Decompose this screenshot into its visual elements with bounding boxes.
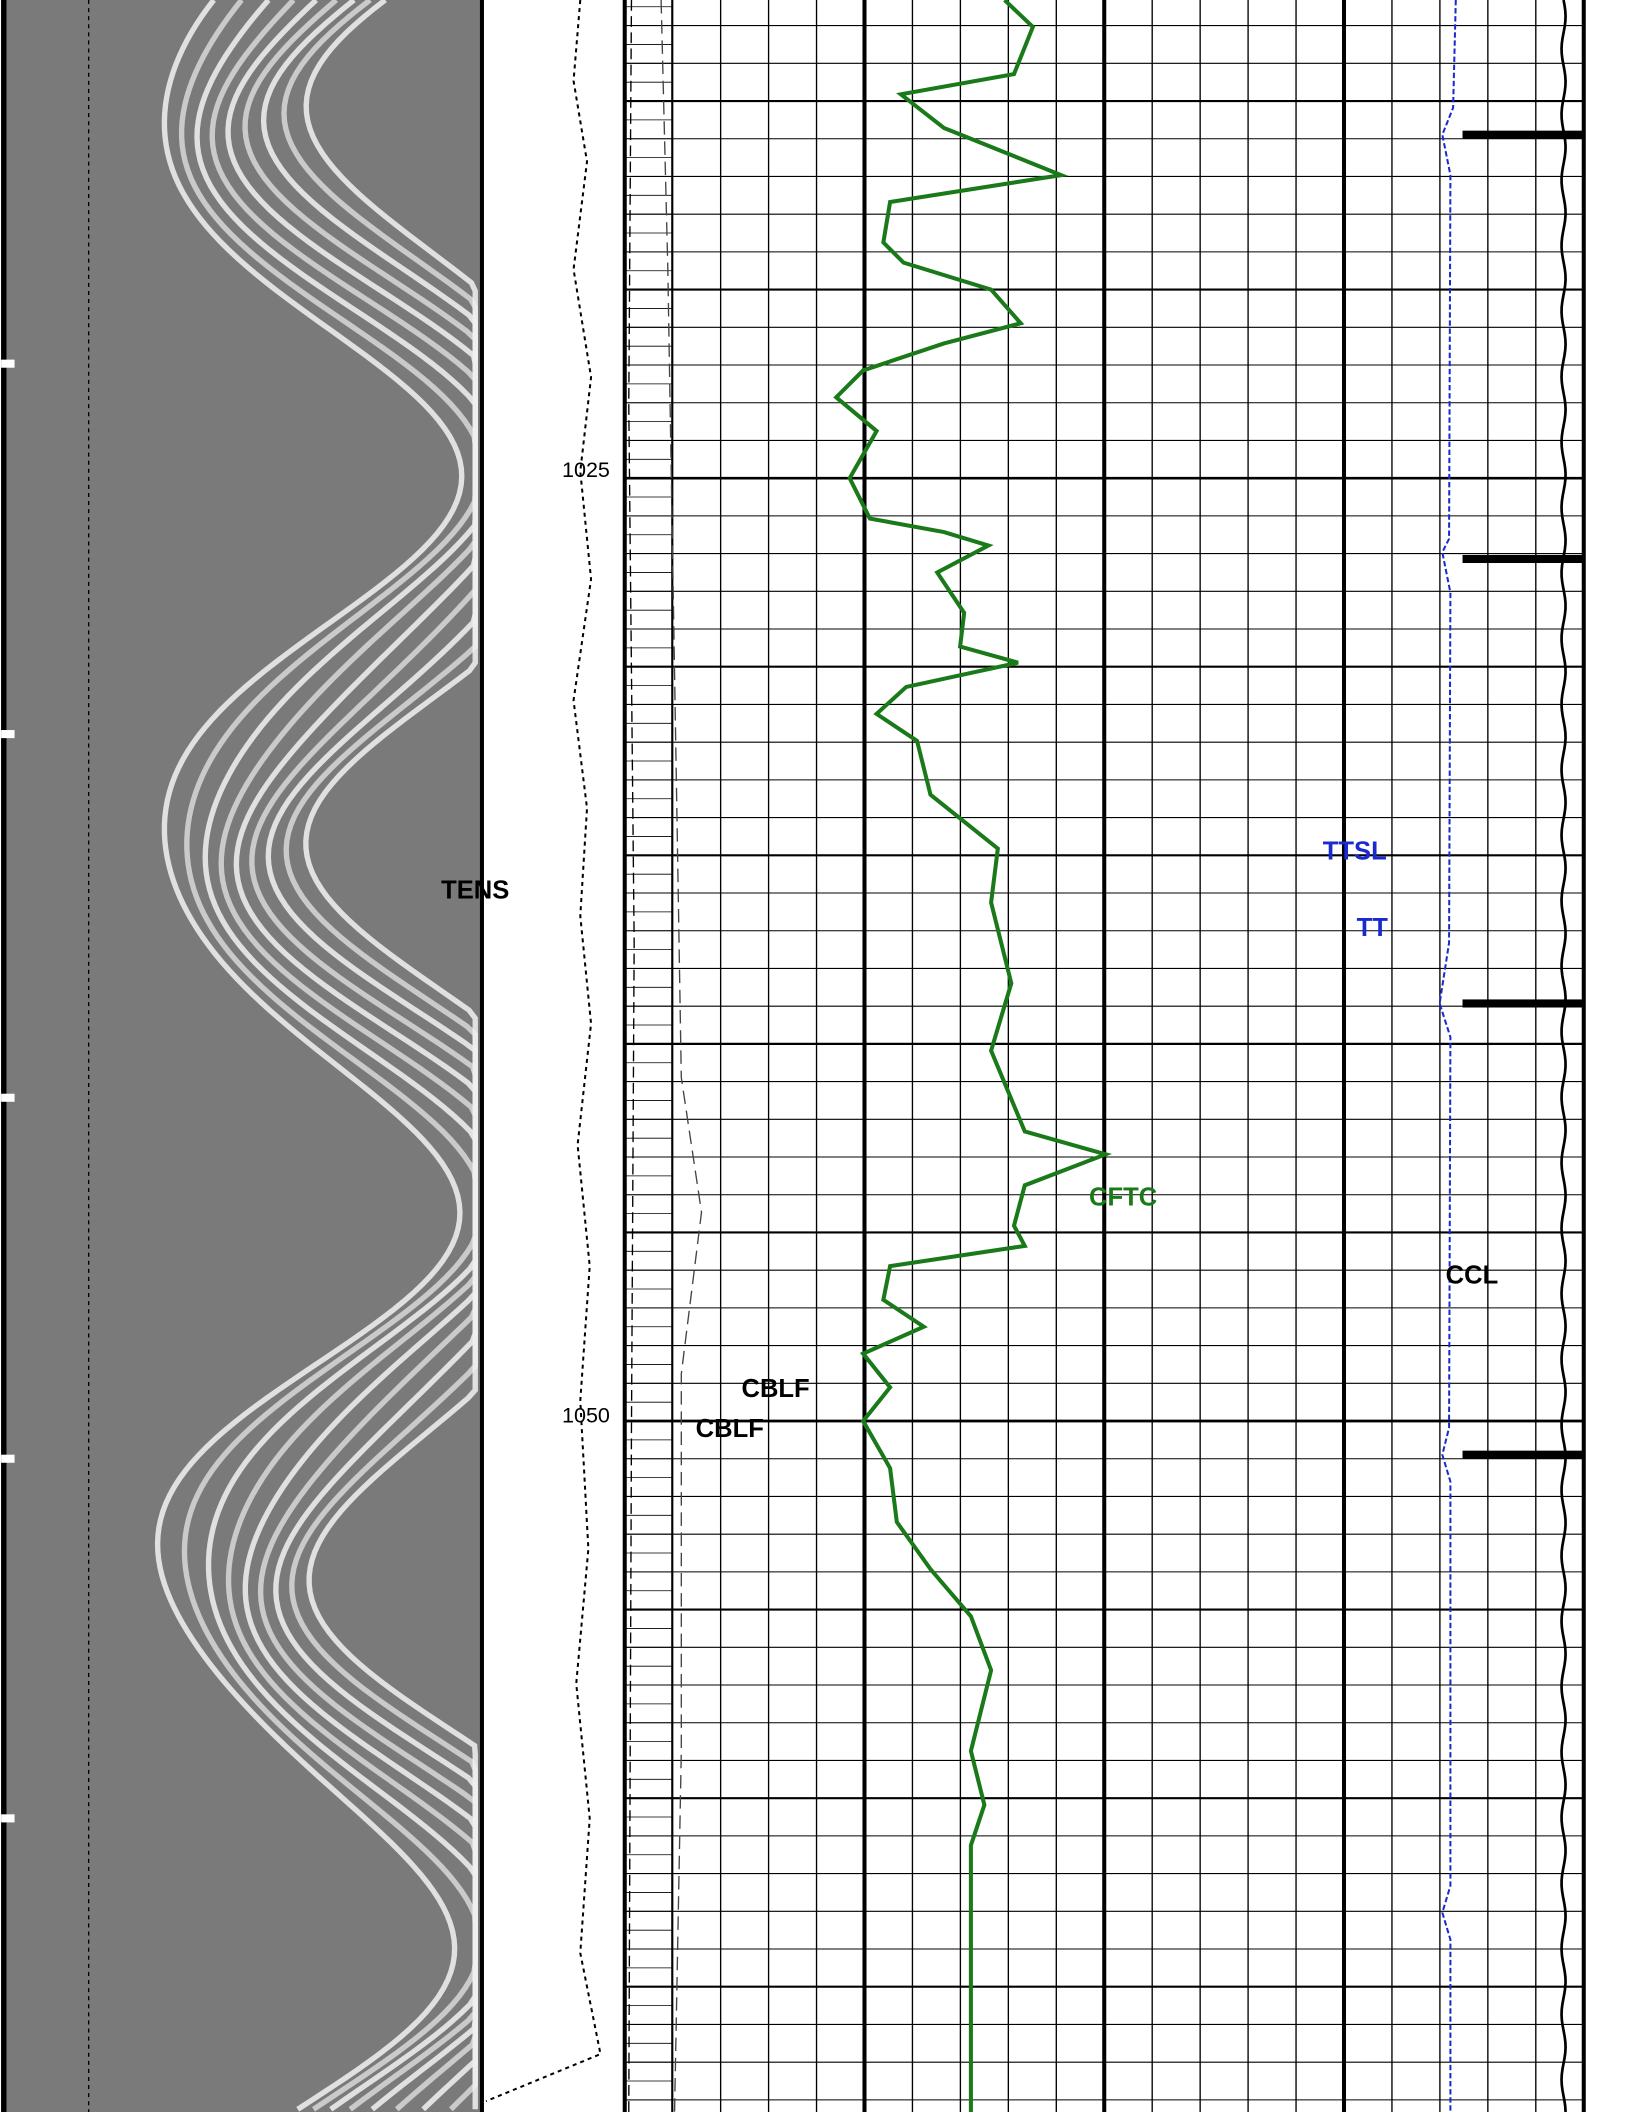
depth-tick (1, 1455, 14, 1463)
depth-label: 1025 (562, 457, 610, 482)
curve-label: CBLF (696, 1415, 764, 1443)
tens-curve (486, 0, 600, 2101)
page: 1025 1050 TENS CBLF CBLF CFTC TTSL TT CC… (0, 0, 1632, 2112)
depth-tick (1, 1814, 14, 1822)
curve-label: CFTC (1089, 1184, 1157, 1212)
depth-tick (1, 360, 14, 368)
ccl-spike (1463, 999, 1584, 1007)
curve-label: TENS (441, 876, 509, 904)
ccl-spike (1463, 555, 1584, 563)
depth-tick (1, 730, 14, 738)
cblf-curve-2 (661, 0, 701, 2112)
curve-label: TTSL (1323, 837, 1387, 865)
curve-label: TT (1357, 914, 1389, 942)
curve-label: CBLF (741, 1375, 809, 1403)
well-log: 1025 1050 TENS CBLF CBLF CFTC TTSL TT CC… (0, 0, 1632, 2112)
ttsl-curve (1440, 0, 1456, 2112)
depth-tick (1, 1094, 14, 1102)
ccl-trace (1562, 0, 1566, 2112)
ccl-spike (1463, 131, 1584, 139)
depth-label: 1050 (562, 1403, 610, 1428)
cblf-curve (629, 0, 634, 2112)
curve-label: CCL (1446, 1262, 1499, 1290)
cftc-curve (836, 0, 1105, 2112)
curves (486, 0, 1584, 2112)
ccl-spike (1463, 1451, 1584, 1459)
ccl-curve (1463, 0, 1584, 2112)
left-border (1, 0, 6, 2112)
